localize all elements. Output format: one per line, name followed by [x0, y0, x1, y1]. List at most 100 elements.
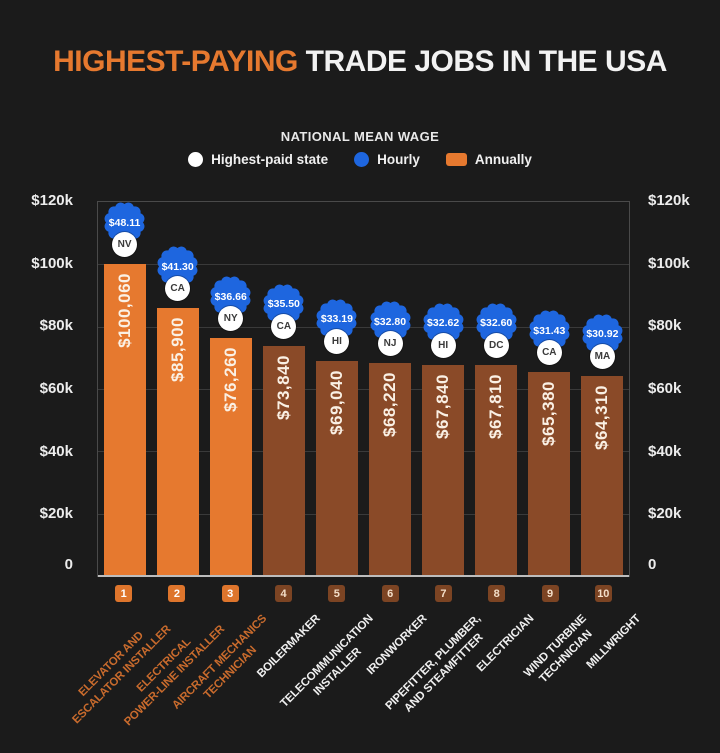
rank-badge: 9	[541, 585, 559, 602]
scalloped-circle-icon	[370, 301, 410, 342]
wage-bubbles: $32.62 HI	[423, 303, 464, 358]
hourly-wage-bubble: $48.11	[104, 202, 145, 243]
highest-paid-state-bubble: NV	[112, 232, 138, 258]
rank-slot: 6	[363, 585, 416, 602]
hourly-swatch-icon	[354, 152, 370, 167]
legend-item-hourly: Hourly	[354, 152, 420, 167]
scalloped-circle-icon	[423, 303, 464, 344]
bar-group: $36.66 NY $76,260	[204, 202, 257, 576]
wage-bubbles: $35.50 CA	[263, 284, 304, 339]
wage-bubbles: $33.19 HI	[316, 299, 357, 354]
bar-group: $35.50 CA $73,840	[257, 202, 310, 576]
axis-tick: $40k	[39, 442, 73, 460]
highest-paid-state-bubble: CA	[271, 313, 297, 339]
scalloped-circle-icon	[157, 246, 198, 287]
annual-wage-bar: $67,810	[475, 364, 518, 576]
legend-label: Hourly	[377, 152, 420, 167]
highest-paid-state-bubble: NY	[218, 306, 244, 332]
x-axis-line	[98, 575, 629, 577]
rank-badge: 5	[328, 585, 346, 602]
hourly-wage-bubble: $31.43	[529, 310, 570, 351]
scalloped-circle-icon	[316, 299, 357, 340]
page-title: HIGHEST-PAYING TRADE JOBS IN THE USA	[0, 45, 720, 79]
rank-slot: 7	[417, 585, 470, 602]
annual-wage-bar: $76,260	[209, 338, 252, 576]
rank-slot: 8	[470, 585, 523, 602]
legend-item-highest-paid-state: Highest-paid state	[188, 152, 328, 167]
axis-tick: $120k	[648, 192, 690, 209]
hourly-wage-value: $31.43	[533, 324, 566, 337]
legend-heading: NATIONAL MEAN WAGE	[280, 129, 440, 144]
annual-wage-value: $68,220	[380, 372, 400, 438]
bar-group: $33.19 HI $69,040	[310, 202, 363, 576]
hourly-wage-value: $30.92	[586, 328, 619, 341]
gridline	[98, 513, 629, 515]
annual-wage-value: $76,260	[220, 347, 240, 413]
wage-bubbles: $41.30 CA	[157, 246, 198, 302]
hourly-wage-bubble: $33.19	[316, 299, 357, 340]
axis-tick: $20k	[648, 505, 682, 523]
scalloped-circle-icon	[104, 202, 145, 243]
hourly-wage-value: $35.50	[267, 298, 300, 311]
axis-tick: $100k	[648, 254, 690, 272]
annual-wage-value: $67,840	[433, 373, 453, 439]
axis-tick: $20k	[39, 505, 73, 523]
hourly-wage-bubble: $32.60	[476, 303, 517, 344]
rank-badge: 4	[275, 585, 293, 602]
bar-group: $30.92 MA $64,310	[576, 202, 629, 576]
annual-wage-bar: $67,840	[422, 364, 465, 576]
hourly-wage-bubble: $41.30	[157, 246, 198, 287]
state-swatch-icon	[188, 152, 204, 167]
left-axis: $120k $100k $80k $60k $40k $20k 0	[0, 192, 73, 577]
rank-slot: 1	[97, 585, 150, 602]
rank-slot: 2	[150, 585, 203, 602]
legend-label: Highest-paid state	[211, 152, 329, 167]
rank-slot: 3	[204, 585, 257, 602]
wage-bubbles: $48.11 NV	[104, 202, 145, 258]
axis-tick: $80k	[39, 317, 73, 335]
wage-bubbles: $36.66 NY	[210, 276, 251, 332]
hourly-wage-bubble: $30.92	[582, 314, 623, 355]
rank-badge: 2	[168, 585, 186, 602]
axis-tick: 0	[64, 556, 73, 573]
highest-paid-state-bubble: CA	[536, 340, 562, 366]
hourly-wage-bubble: $36.66	[210, 276, 251, 317]
annual-wage-bar: $85,900	[156, 308, 199, 576]
scalloped-circle-icon	[529, 310, 570, 351]
annual-wage-bar: $73,840	[262, 345, 305, 576]
title-highlight: HIGHEST-PAYING	[53, 45, 298, 78]
highest-paid-state-bubble: MA	[589, 343, 615, 369]
legend-label: Annually	[474, 152, 532, 167]
hourly-wage-value: $32.60	[480, 317, 513, 330]
gridline	[98, 389, 629, 390]
axis-tick: $80k	[648, 317, 682, 335]
rank-badge: 8	[488, 585, 506, 602]
hourly-wage-value: $32.80	[373, 315, 407, 328]
bar-group: $32.80 NJ $68,220	[363, 202, 416, 576]
annual-wage-value: $100,060	[114, 273, 134, 349]
hourly-wage-bubble: $32.80	[370, 301, 411, 342]
plot-area: $48.11 NV $100,060 $41.30 CA $85,900	[97, 201, 630, 577]
axis-tick: $120k	[31, 192, 73, 209]
wage-bubbles: $30.92 MA	[582, 314, 623, 369]
highest-paid-state-bubble: HI	[430, 332, 456, 358]
hourly-wage-value: $32.62	[427, 317, 460, 330]
hourly-wage-value: $48.11	[108, 216, 141, 229]
bar-group: $31.43 CA $65,380	[523, 202, 576, 576]
gridline	[98, 326, 629, 328]
annually-swatch-icon	[445, 153, 467, 166]
annual-wage-bar: $64,310	[581, 375, 624, 576]
bars-row: $48.11 NV $100,060 $41.30 CA $85,900	[98, 202, 629, 576]
wage-bubbles: $32.80 NJ	[370, 301, 411, 357]
right-axis: $120k $100k $80k $60k $40k $20k 0	[648, 192, 720, 577]
annual-wage-bar: $100,060	[103, 264, 146, 576]
bar-group: $32.60 DC $67,810	[470, 202, 523, 576]
rank-badge: 3	[221, 585, 239, 602]
hourly-wage-value: $41.30	[161, 260, 194, 273]
bar-group: $48.11 NV $100,060	[98, 202, 151, 576]
scalloped-circle-icon	[263, 284, 304, 325]
rank-slot: 5	[310, 585, 363, 602]
gridline	[98, 264, 629, 266]
wage-bubbles: $31.43 CA	[529, 310, 570, 366]
rank-badge: 10	[594, 585, 612, 602]
